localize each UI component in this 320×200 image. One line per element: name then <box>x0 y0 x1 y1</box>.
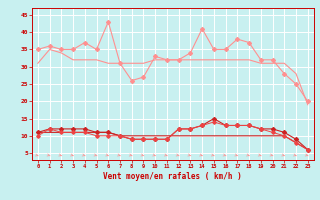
X-axis label: Vent moyen/en rafales ( km/h ): Vent moyen/en rafales ( km/h ) <box>103 172 242 181</box>
